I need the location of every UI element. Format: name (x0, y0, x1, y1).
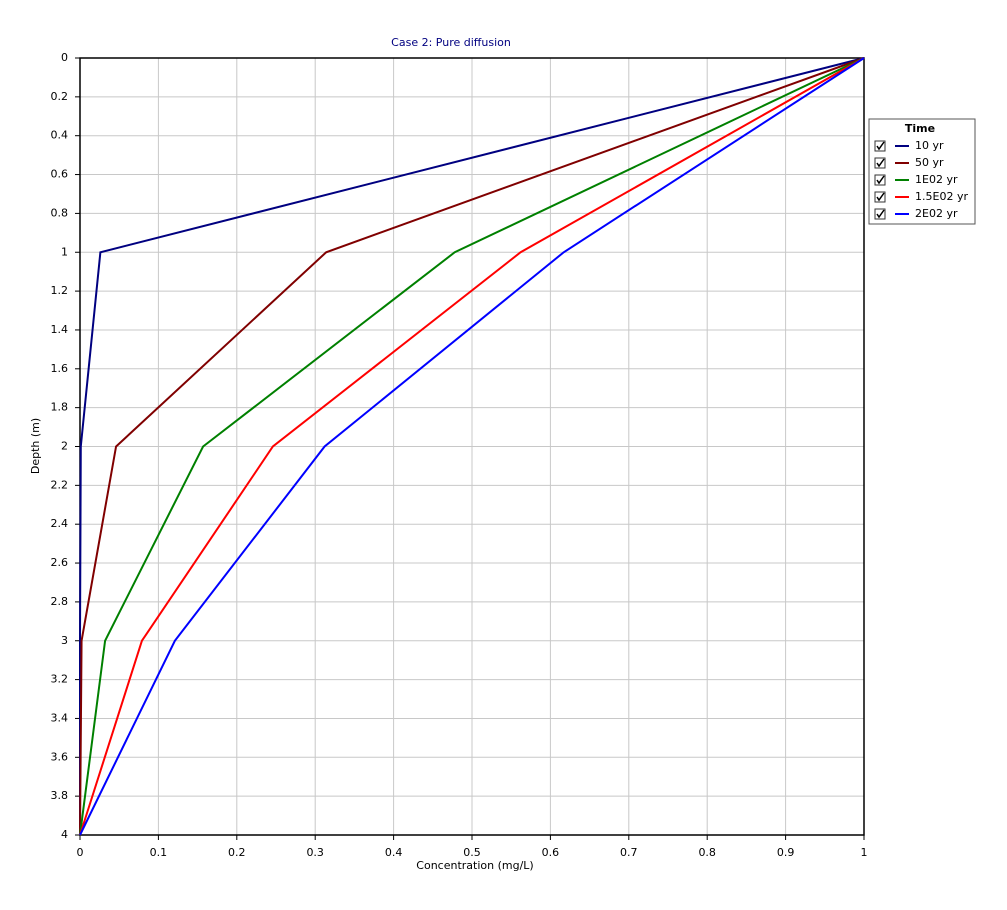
series-line (79, 57, 865, 836)
series-line (79, 57, 865, 835)
y-tick-label: 0.6 (51, 168, 69, 181)
series-line (79, 57, 865, 836)
x-tick-label: 0.5 (463, 846, 481, 859)
y-tick-label: 1.4 (51, 323, 69, 336)
y-tick-label: 4 (61, 828, 68, 841)
legend-title: Time (905, 122, 935, 135)
chart-title: Case 2: Pure diffusion (391, 36, 511, 49)
x-tick-label: 1 (861, 846, 868, 859)
y-tick-label: 0 (61, 51, 68, 64)
y-tick-label: 3.2 (51, 673, 69, 686)
y-tick-label: 0.4 (51, 129, 69, 142)
x-axis-label: Concentration (mg/L) (416, 859, 533, 872)
legend-label: 2E02 yr (915, 207, 958, 220)
y-tick-label: 1.2 (51, 284, 69, 297)
x-tick-label: 0.8 (698, 846, 716, 859)
x-tick-label: 0.1 (150, 846, 168, 859)
legend-label: 1.5E02 yr (915, 190, 968, 203)
check-mark (876, 158, 885, 168)
check-mark (876, 209, 885, 219)
x-tick-label: 0 (77, 846, 84, 859)
y-tick-label: 1 (61, 245, 68, 258)
y-tick-label: 0.8 (51, 206, 69, 219)
series-line (79, 57, 865, 836)
legend-checkbox[interactable] (874, 157, 886, 169)
x-tick-label: 0.9 (777, 846, 795, 859)
check-mark (876, 175, 885, 185)
y-tick-label: 3 (61, 634, 68, 647)
legend-checkbox[interactable] (874, 191, 886, 203)
y-tick-label: 2.8 (51, 595, 69, 608)
y-tick-label: 3.6 (51, 750, 69, 763)
y-tick-label: 3.8 (51, 789, 69, 802)
y-tick-label: 0.2 (51, 90, 69, 103)
check-mark (876, 192, 885, 202)
y-tick-label: 2.6 (51, 556, 69, 569)
series-line (79, 57, 865, 836)
y-tick-label: 2.2 (51, 478, 69, 491)
x-tick-label: 0.7 (620, 846, 638, 859)
y-tick-label: 1.6 (51, 362, 69, 375)
legend-box (868, 118, 976, 225)
check-mark (876, 141, 885, 151)
y-tick-label: 3.4 (51, 711, 69, 724)
y-tick-label: 2.4 (51, 517, 69, 530)
legend-label: 1E02 yr (915, 173, 958, 186)
x-tick-label: 0.6 (542, 846, 560, 859)
legend-checkbox[interactable] (874, 208, 886, 220)
legend-checkbox[interactable] (874, 140, 886, 152)
x-tick-label: 0.4 (385, 846, 403, 859)
y-axis-label: Depth (m) (29, 418, 42, 474)
y-tick-label: 1.8 (51, 401, 69, 414)
y-tick-label: 2 (61, 440, 68, 453)
legend-checkbox[interactable] (874, 174, 886, 186)
legend-label: 50 yr (915, 156, 944, 169)
x-tick-label: 0.3 (306, 846, 324, 859)
x-tick-label: 0.2 (228, 846, 246, 859)
legend-label: 10 yr (915, 139, 944, 152)
